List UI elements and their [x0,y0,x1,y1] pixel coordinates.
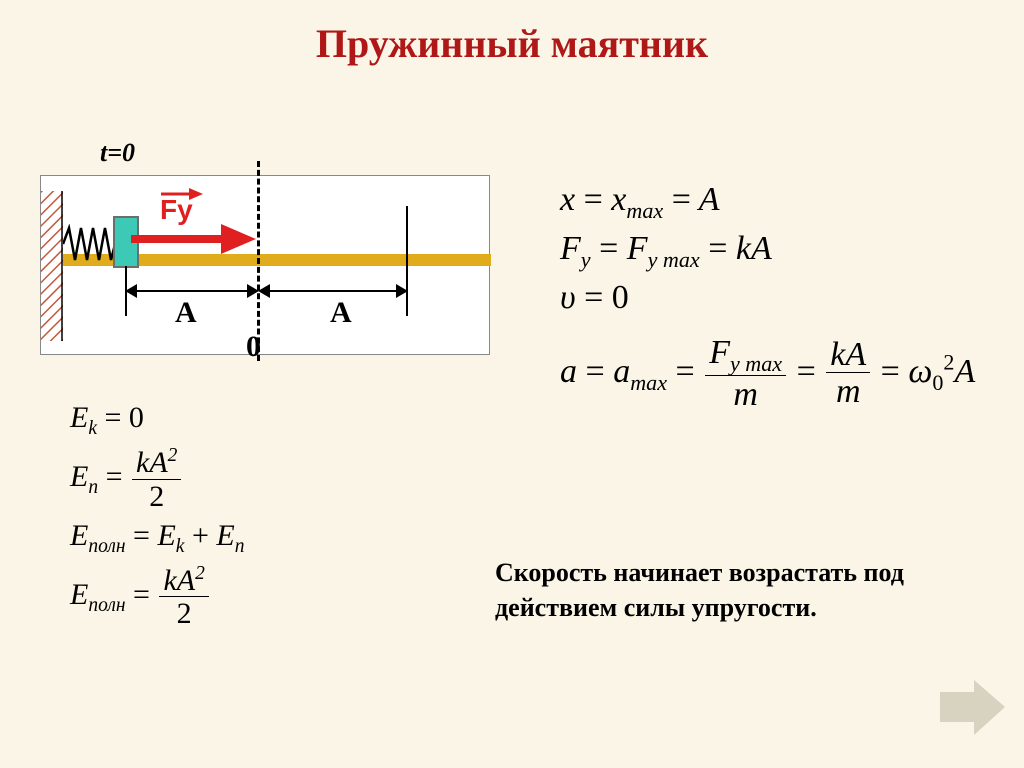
time-label: t=0 [100,138,135,168]
zero-label: 0 [246,330,261,364]
motion-equations: x = xmax = A Fy = Fy max = kA υ = 0 a = … [560,175,975,419]
amplitude-label-left: A [175,296,197,330]
eq-etotal-sum: Eполн = Ek + Eп [70,519,244,558]
eq-ep: Eп = kA22 [70,446,244,513]
eq-a: a = amax = Fy maxm = kAm = ω02A [560,335,975,413]
next-arrow-icon[interactable] [940,680,1005,735]
energy-equations: Ek = 0 Eп = kA22 Eполн = Ek + Eп Eполн =… [70,395,244,636]
caption-text: Скорость начинает возрастать под действи… [495,555,915,625]
eq-ek: Ek = 0 [70,401,244,440]
eq-etotal: Eполн = kA22 [70,564,244,631]
spring-icon [63,224,115,264]
amplitude-label-right: A [330,296,352,330]
eq-x: x = xmax = A [560,181,975,224]
wall-hatch [41,191,63,341]
force-label: Fу [160,194,193,226]
eq-v: υ = 0 [560,279,975,317]
spring-diagram [40,175,490,355]
slide-title: Пружинный маятник [0,0,1024,67]
eq-fy: Fy = Fy max = kA [560,230,975,273]
